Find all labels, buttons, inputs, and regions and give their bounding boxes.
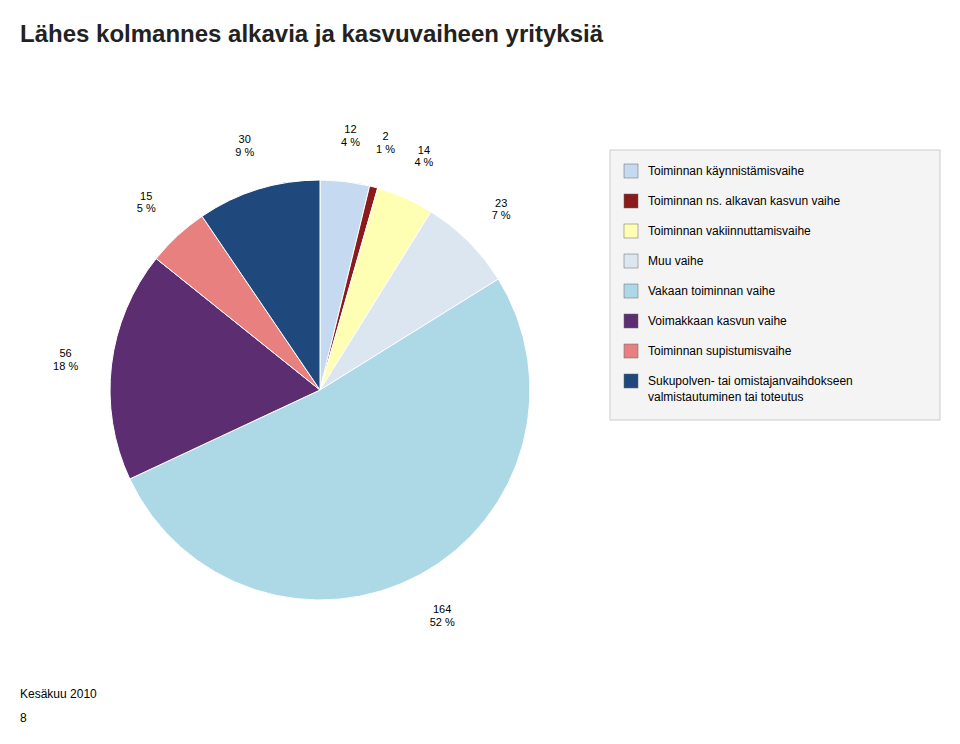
legend-label: Toiminnan vakiinnuttamisvaihe [648,224,811,238]
legend-item: Sukupolven- tai omistajanvaihdokseenvalm… [624,374,853,404]
chart: Lähes kolmannes alkavia ja kasvuvaiheen … [0,0,960,744]
legend-item: Toiminnan supistumisvaihe [624,344,792,358]
legend-swatch [624,314,638,328]
legend-swatch [624,344,638,358]
legend: Toiminnan käynnistämisvaihe Toiminnan ns.… [610,150,940,420]
data-label-share: 18 % [53,360,78,372]
data-label-value: 23 [495,197,507,209]
data-label-share: 4 % [414,156,433,168]
data-label-value: 164 [433,603,451,615]
data-label-share: 9 % [235,146,254,158]
legend-label: Sukupolven- tai omistajanvaihdokseenvalm… [648,374,853,404]
legend-label: Muu vaihe [648,254,704,268]
data-label: 155 % [137,190,156,215]
legend-swatch [624,164,638,178]
legend-item: Toiminnan vakiinnuttamisvaihe [624,224,811,238]
pie-slice [202,180,320,390]
data-label: 309 % [235,133,254,158]
legend-swatch [624,284,638,298]
title: Lähes kolmannes alkavia ja kasvuvaiheen … [20,20,604,47]
legend-swatch [624,224,638,238]
data-label-share: 7 % [492,209,511,221]
legend-label: Voimakkaan kasvun vaihe [648,314,787,328]
legend-swatch [624,374,638,388]
legend-label: Vakaan toiminnan vaihe [648,284,776,298]
legend-label: Toiminnan ns. alkavan kasvun vaihe [648,194,840,208]
data-label-share: 5 % [137,202,156,214]
legend-item: Vakaan toiminnan vaihe [624,284,776,298]
data-label-share: 4 % [341,136,360,148]
data-labels: 124 %21 %144 %237 %16452 %5618 %155 %309… [53,123,511,627]
annotation: Kesäkuu 2010 [20,687,97,701]
legend-label: Toiminnan supistumisvaihe [648,344,792,358]
pie [110,180,530,600]
data-label-value: 2 [382,130,388,142]
data-label: 144 % [414,144,433,169]
data-label: 124 % [341,123,360,148]
legend-label: Toiminnan käynnistämisvaihe [648,164,804,178]
legend-item: Toiminnan ns. alkavan kasvun vaihe [624,194,840,208]
data-label-value: 12 [344,123,356,135]
legend-item: Muu vaihe [624,254,704,268]
legend-swatch [624,194,638,208]
annotation: 8 [20,711,27,725]
data-label-share: 52 % [430,616,455,628]
data-label: 21 % [376,130,395,155]
legend-box [610,150,940,420]
legend-swatch [624,254,638,268]
legend-item: Voimakkaan kasvun vaihe [624,314,787,328]
data-label-value: 14 [418,144,430,156]
data-label-value: 15 [140,190,152,202]
data-label-value: 30 [239,133,251,145]
data-label: 237 % [492,197,511,222]
legend-item: Toiminnan käynnistämisvaihe [624,164,804,178]
data-label: 16452 % [430,603,455,628]
data-label: 5618 % [53,347,78,372]
data-label-share: 1 % [376,143,395,155]
data-label-value: 56 [59,347,71,359]
